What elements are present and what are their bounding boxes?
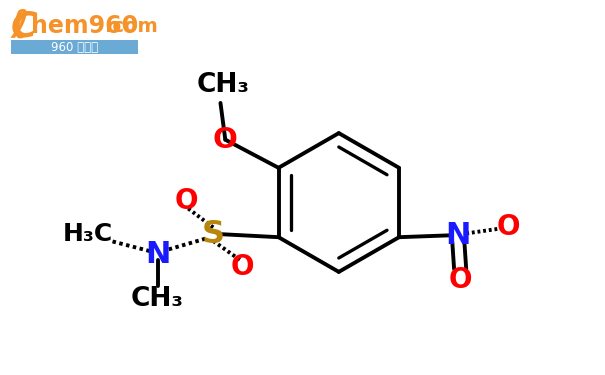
Text: O: O bbox=[496, 213, 520, 241]
Text: hem960: hem960 bbox=[31, 14, 139, 38]
Text: S: S bbox=[201, 219, 224, 250]
Text: N: N bbox=[145, 240, 170, 269]
Text: CH₃: CH₃ bbox=[131, 286, 184, 312]
FancyBboxPatch shape bbox=[11, 40, 138, 54]
Text: C: C bbox=[11, 9, 38, 43]
Text: CH₃: CH₃ bbox=[197, 72, 250, 98]
Text: O: O bbox=[174, 187, 198, 215]
Text: O: O bbox=[213, 126, 238, 154]
Text: O: O bbox=[231, 253, 254, 281]
Text: 960 化工网: 960 化工网 bbox=[51, 41, 98, 54]
Text: O: O bbox=[448, 266, 472, 294]
Text: .com: .com bbox=[105, 17, 157, 36]
Text: H₃C: H₃C bbox=[63, 222, 113, 246]
Text: N: N bbox=[446, 221, 471, 250]
Text: ℓ: ℓ bbox=[11, 7, 29, 45]
